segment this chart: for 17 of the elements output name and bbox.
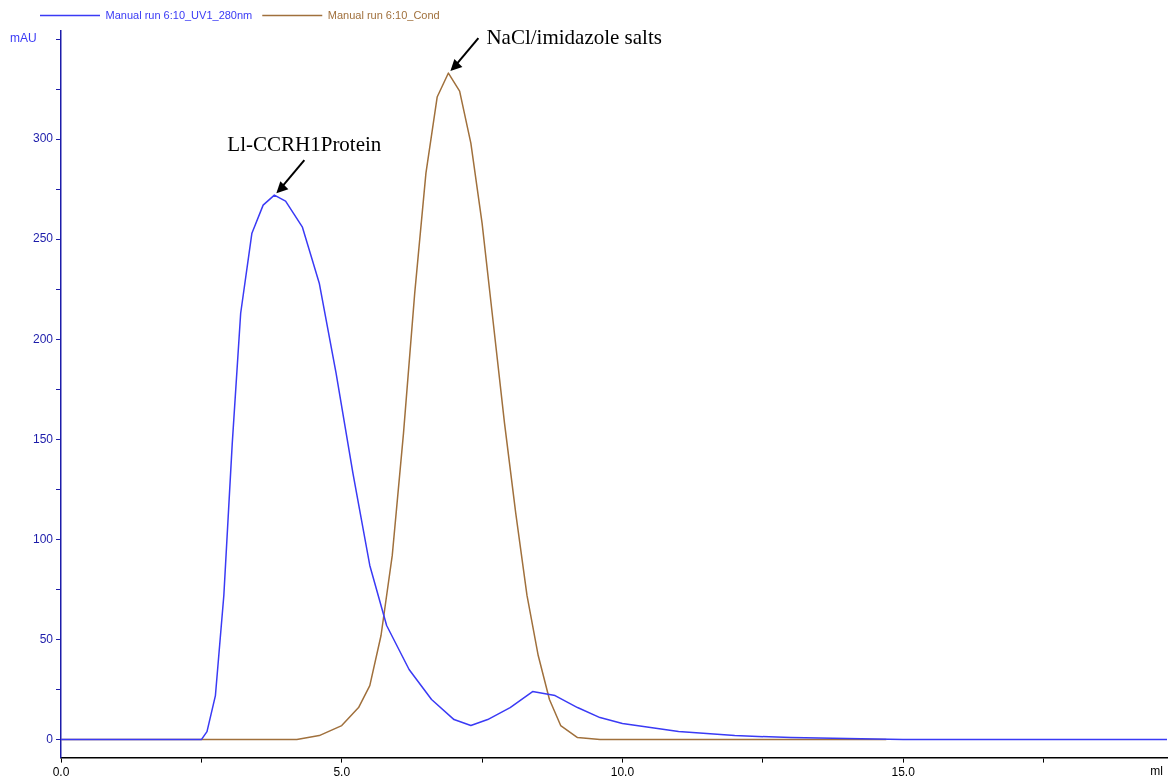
- x-tick-label: 0.0: [52, 765, 70, 780]
- text: Manual run 6:10_Cond: [327, 8, 440, 21]
- x-axis-title: ml: [1150, 763, 1163, 778]
- y-tick-label: 150: [32, 431, 54, 446]
- x-tick-label: 15.0: [891, 765, 916, 780]
- annotation: Ll-CCRH1Protein: [227, 132, 382, 157]
- y-axis-title: mAU: [10, 31, 37, 46]
- x-tick-label: 5.0: [333, 765, 351, 780]
- y-tick-label: 250: [32, 231, 54, 246]
- x-tick-label: 10.0: [610, 765, 635, 780]
- y-tick-label: 0: [46, 731, 54, 746]
- y-tick-label: 50: [39, 631, 54, 646]
- y-tick-label: 300: [32, 131, 54, 146]
- y-tick-label: 200: [32, 331, 54, 346]
- text: Manual run 6:10_UV1_280nm: [105, 8, 253, 21]
- y-tick-label: 100: [32, 531, 54, 546]
- annotation: NaCl/imidazole salts: [486, 24, 662, 49]
